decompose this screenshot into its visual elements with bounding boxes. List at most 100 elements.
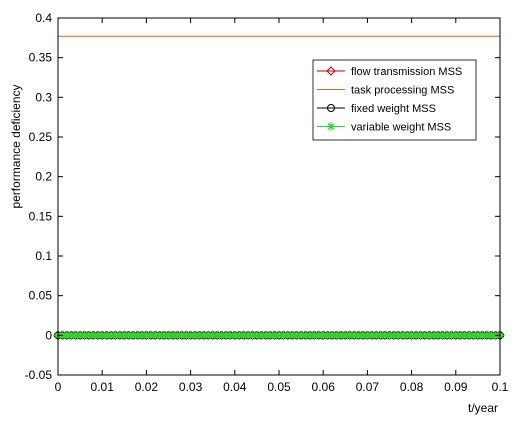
data-point	[115, 331, 124, 340]
data-point	[425, 331, 434, 340]
data-point	[473, 331, 482, 340]
data-point	[323, 331, 332, 340]
data-point	[71, 331, 80, 340]
data-point	[403, 331, 412, 340]
x-axis-label: t/year	[468, 401, 498, 415]
data-point	[279, 331, 288, 340]
data-point	[297, 331, 306, 340]
data-point	[195, 331, 204, 340]
y-tick-label: 0.3	[35, 90, 52, 104]
data-point	[129, 331, 138, 340]
data-point	[98, 331, 107, 340]
data-point	[89, 331, 98, 340]
data-point	[442, 331, 451, 340]
data-point	[381, 331, 390, 340]
y-tick-label: 0.4	[35, 11, 52, 25]
data-point	[363, 331, 372, 340]
x-axis: 0 0.01 0.02 0.03 0.04 0.05 0.06 0.07 0.08 0.09 0.1	[55, 18, 509, 394]
data-point	[456, 331, 465, 340]
data-point	[460, 331, 469, 340]
data-point	[332, 331, 341, 340]
data-point	[102, 331, 111, 340]
legend-marker	[327, 122, 335, 131]
data-point	[230, 331, 239, 340]
data-point	[226, 331, 235, 340]
data-point	[447, 331, 456, 340]
data-point	[310, 331, 319, 340]
data-point	[186, 331, 195, 340]
data-point	[62, 331, 71, 340]
data-point	[376, 331, 385, 340]
x-tick-label: 0.01	[91, 380, 115, 394]
data-point	[182, 331, 191, 340]
data-point	[155, 331, 164, 340]
legend-label: task processing MSS	[351, 85, 454, 97]
y-tick-label: 0.2	[35, 170, 52, 184]
y-tick-label: 0.1	[35, 249, 52, 263]
data-point	[146, 331, 155, 340]
legend-item: task processing MSS	[317, 85, 454, 97]
data-point	[137, 331, 146, 340]
data-point	[434, 331, 443, 340]
x-tick-label: 0.06	[312, 380, 336, 394]
data-point	[244, 331, 253, 340]
data-point	[217, 331, 226, 340]
data-point	[204, 331, 213, 340]
y-tick-label: 0.35	[29, 51, 53, 65]
data-point	[191, 331, 200, 340]
data-point	[177, 331, 186, 340]
data-point	[482, 331, 491, 340]
data-point	[416, 331, 425, 340]
data-point	[341, 331, 350, 340]
legend-item: flow transmission MSS	[317, 66, 462, 78]
data-point	[142, 331, 151, 340]
legend-label: fixed weight MSS	[351, 103, 436, 115]
y-tick-label: 0.15	[29, 209, 53, 223]
data-point	[407, 331, 416, 340]
data-point	[350, 331, 359, 340]
data-point	[367, 331, 376, 340]
data-point	[76, 331, 85, 340]
legend-label: variable weight MSS	[351, 122, 451, 134]
y-tick-label: -0.05	[25, 368, 53, 382]
data-point	[328, 331, 337, 340]
y-axis-label: performance deficiency	[9, 84, 23, 208]
data-point	[107, 331, 116, 340]
data-point	[478, 331, 487, 340]
data-point	[398, 331, 407, 340]
data-point	[270, 331, 279, 340]
data-point	[438, 331, 447, 340]
data-point	[173, 331, 182, 340]
data-point	[429, 331, 438, 340]
data-point	[248, 331, 257, 340]
x-tick-label: 0.03	[179, 380, 203, 394]
data-point	[239, 331, 248, 340]
data-point	[487, 331, 496, 340]
data-point	[67, 331, 76, 340]
x-tick-label: 0	[55, 380, 62, 394]
legend: flow transmission MSS task processing MSS…	[312, 59, 477, 141]
y-tick-label: 0.05	[29, 289, 53, 303]
data-point	[358, 331, 367, 340]
data-point	[120, 331, 129, 340]
series-variable-weight-mss	[54, 331, 504, 340]
plot-area	[53, 35, 505, 341]
data-point	[420, 331, 429, 340]
data-point	[465, 331, 474, 340]
data-point	[301, 331, 310, 340]
data-point	[394, 331, 403, 340]
data-point	[354, 331, 363, 340]
data-point	[292, 331, 301, 340]
x-tick-label: 0.1	[492, 380, 509, 394]
data-point	[385, 331, 394, 340]
x-tick-label: 0.04	[223, 380, 247, 394]
data-point	[111, 331, 120, 340]
data-point	[372, 331, 381, 340]
data-point	[345, 331, 354, 340]
data-point	[288, 331, 297, 340]
data-point	[266, 331, 275, 340]
data-point	[412, 331, 421, 340]
data-point	[124, 331, 133, 340]
data-point	[221, 331, 230, 340]
